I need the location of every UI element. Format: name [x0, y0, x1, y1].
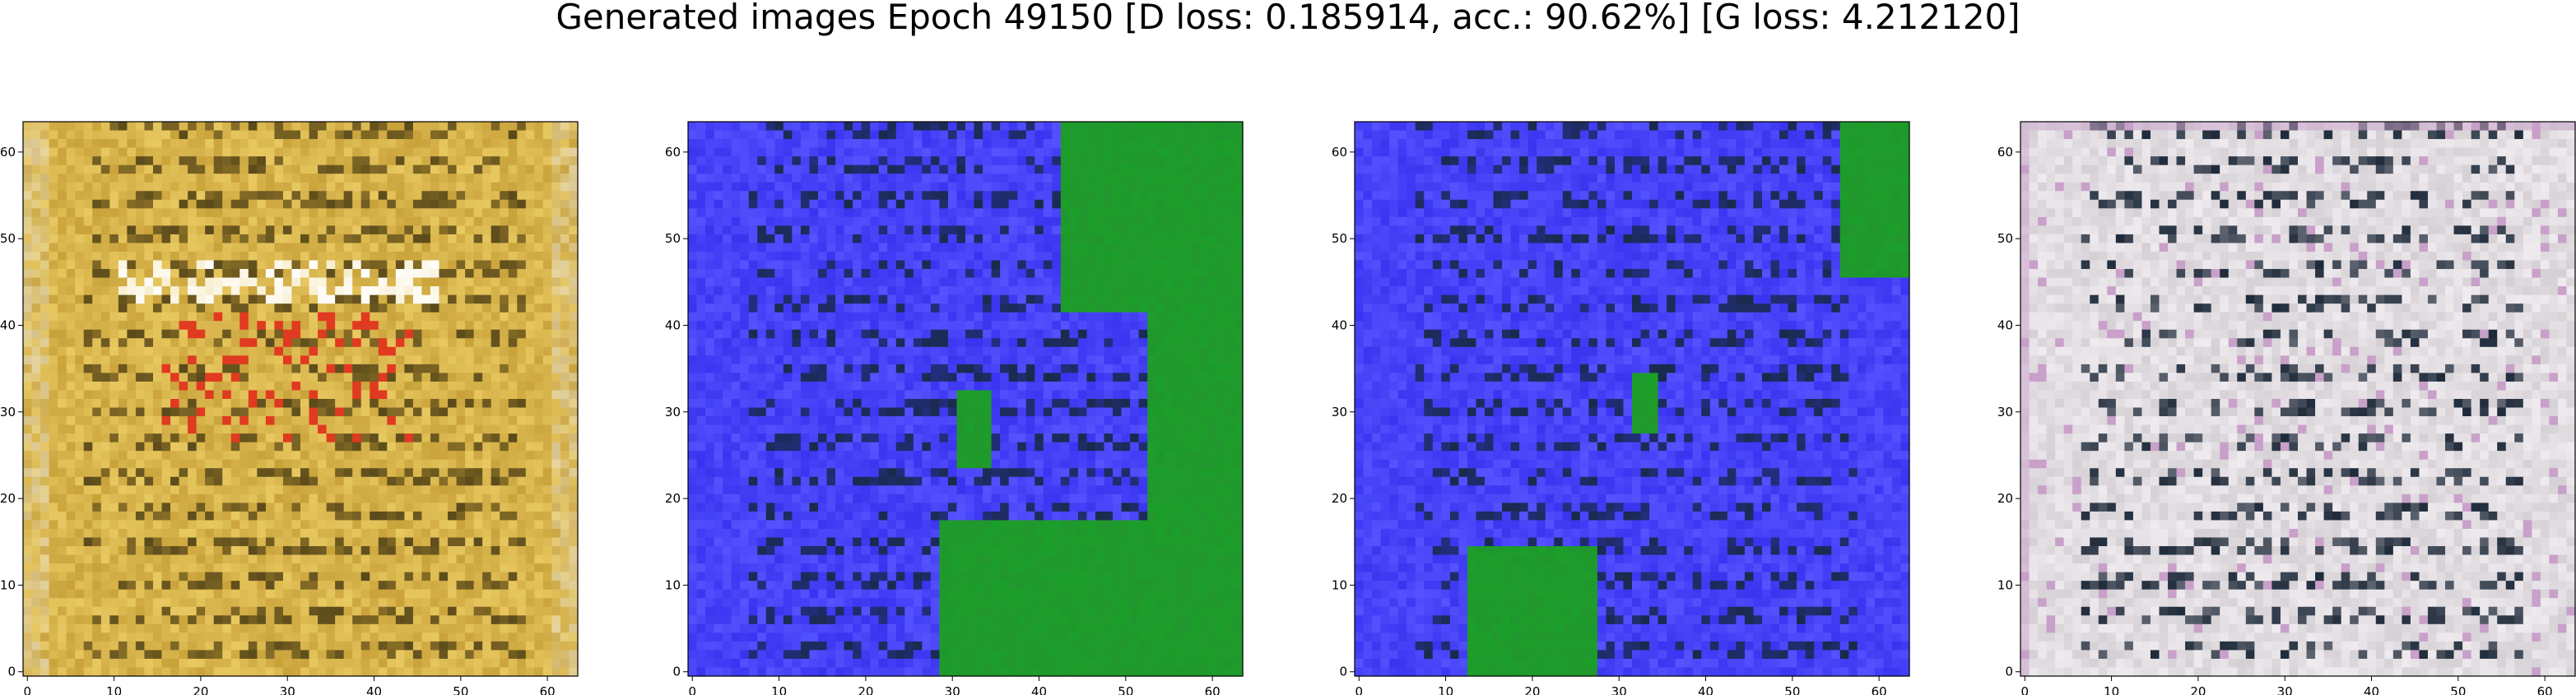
- y-tick-label: 60: [665, 145, 681, 160]
- x-tick-label: 20: [193, 684, 208, 695]
- x-tick-label: 20: [2190, 684, 2206, 695]
- y-tick-label: 30: [665, 405, 681, 419]
- y-tick-label: 60: [1332, 145, 1347, 160]
- y-tick-label: 0: [7, 665, 16, 679]
- y-tick-label: 60: [1997, 145, 2013, 160]
- y-tick-label: 30: [0, 405, 16, 419]
- x-tick-label: 60: [540, 684, 556, 695]
- y-tick-label: 30: [1332, 405, 1347, 419]
- x-tick-label: 10: [106, 684, 122, 695]
- y-tick-label: 50: [0, 231, 16, 246]
- y-tick-label: 30: [1997, 405, 2013, 419]
- pixel-grid: [23, 122, 579, 677]
- figure-title: Generated images Epoch 49150 [D loss: 0.…: [556, 0, 2020, 37]
- y-tick-label: 60: [0, 145, 16, 160]
- y-tick-label: 40: [0, 317, 16, 332]
- x-tick-label: 60: [2537, 684, 2553, 695]
- axes-frame: [22, 121, 579, 677]
- y-tick-label: 40: [1332, 317, 1347, 332]
- image-panel-3: 0 10 20 30 40 50 60 0 10 20 30 40 50 60: [1332, 121, 1910, 695]
- pixel-grid: [1355, 122, 1910, 677]
- x-tick-label: 30: [2277, 684, 2293, 695]
- x-tick-label: 50: [1784, 684, 1800, 695]
- x-tick-label: 60: [1872, 684, 1887, 695]
- y-tick-label: 0: [2005, 665, 2013, 679]
- x-tick-label: 30: [280, 684, 295, 695]
- image-panel-1: 0 10 20 30 40 50 60 0 10 20 30 40 50 60: [0, 121, 579, 695]
- x-tick-label: 40: [366, 684, 382, 695]
- y-tick-label: 20: [1332, 491, 1347, 506]
- y-tick-label: 50: [1997, 231, 2013, 246]
- x-tick-label: 50: [2450, 684, 2466, 695]
- x-tick-label: 0: [2020, 684, 2029, 695]
- x-tick-label: 30: [1611, 684, 1627, 695]
- x-tick-label: 50: [453, 684, 468, 695]
- y-tick-label: 20: [0, 491, 16, 506]
- x-tick-label: 50: [1118, 684, 1133, 695]
- y-tick-label: 10: [665, 577, 681, 592]
- x-tick-label: 40: [2364, 684, 2379, 695]
- y-tick-label: 20: [665, 491, 681, 506]
- x-tick-label: 10: [771, 684, 787, 695]
- x-tick-label: 0: [1355, 684, 1363, 695]
- axes-frame: [2020, 121, 2576, 677]
- x-tick-label: 30: [945, 684, 960, 695]
- x-tick-label: 20: [1524, 684, 1540, 695]
- y-tick-label: 10: [0, 577, 16, 592]
- pixel-grid: [688, 122, 1244, 677]
- y-tick-label: 40: [1997, 317, 2013, 332]
- y-tick-label: 10: [1332, 577, 1347, 592]
- axes-frame: [687, 121, 1244, 677]
- image-panel-2: 0 10 20 30 40 50 60 0 10 20 30 40 50 60: [665, 121, 1244, 695]
- x-tick-label: 10: [2104, 684, 2119, 695]
- axes-frame: [1354, 121, 1910, 677]
- y-tick-label: 0: [672, 665, 681, 679]
- x-tick-label: 40: [1031, 684, 1047, 695]
- y-tick-label: 20: [1997, 491, 2013, 506]
- image-panel-4: 0 10 20 30 40 50 60 0 10 20 30 40 50 60: [1997, 121, 2576, 695]
- pixel-grid: [2020, 122, 2576, 677]
- x-tick-label: 0: [688, 684, 696, 695]
- x-tick-label: 60: [1205, 684, 1221, 695]
- y-tick-label: 0: [1339, 665, 1347, 679]
- x-tick-label: 40: [1698, 684, 1713, 695]
- y-tick-label: 10: [1997, 577, 2013, 592]
- x-tick-label: 0: [23, 684, 31, 695]
- y-tick-label: 50: [1332, 231, 1347, 246]
- x-tick-label: 20: [858, 684, 873, 695]
- y-tick-label: 50: [665, 231, 681, 246]
- x-tick-label: 10: [1438, 684, 1453, 695]
- y-tick-label: 40: [665, 317, 681, 332]
